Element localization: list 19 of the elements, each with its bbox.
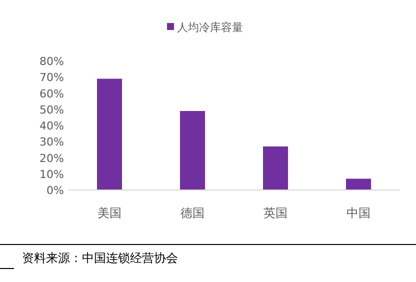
x-tick-label: 中国 — [346, 206, 370, 220]
legend-label: 人均冷库容量 — [177, 21, 243, 34]
bar — [346, 178, 371, 190]
x-tick-label: 美国 — [98, 206, 122, 220]
y-tick-label: 50% — [40, 103, 64, 116]
text: 资料来源：中国连锁经营协会 — [22, 251, 178, 265]
x-tick-label: 德国 — [180, 206, 204, 220]
y-tick-label: 70% — [40, 71, 64, 84]
x-tick-label: 英国 — [264, 206, 288, 220]
bar — [97, 78, 122, 190]
y-tick-label: 80% — [40, 55, 64, 68]
y-tick-label: 60% — [40, 87, 64, 100]
y-tick-label: 10% — [40, 168, 64, 181]
y-tick-label: 0% — [46, 184, 64, 197]
bar — [263, 146, 288, 190]
y-tick-label: 30% — [40, 136, 64, 149]
y-tick-label: 20% — [40, 152, 64, 165]
bar — [180, 110, 205, 190]
y-tick-label: 40% — [40, 120, 64, 132]
